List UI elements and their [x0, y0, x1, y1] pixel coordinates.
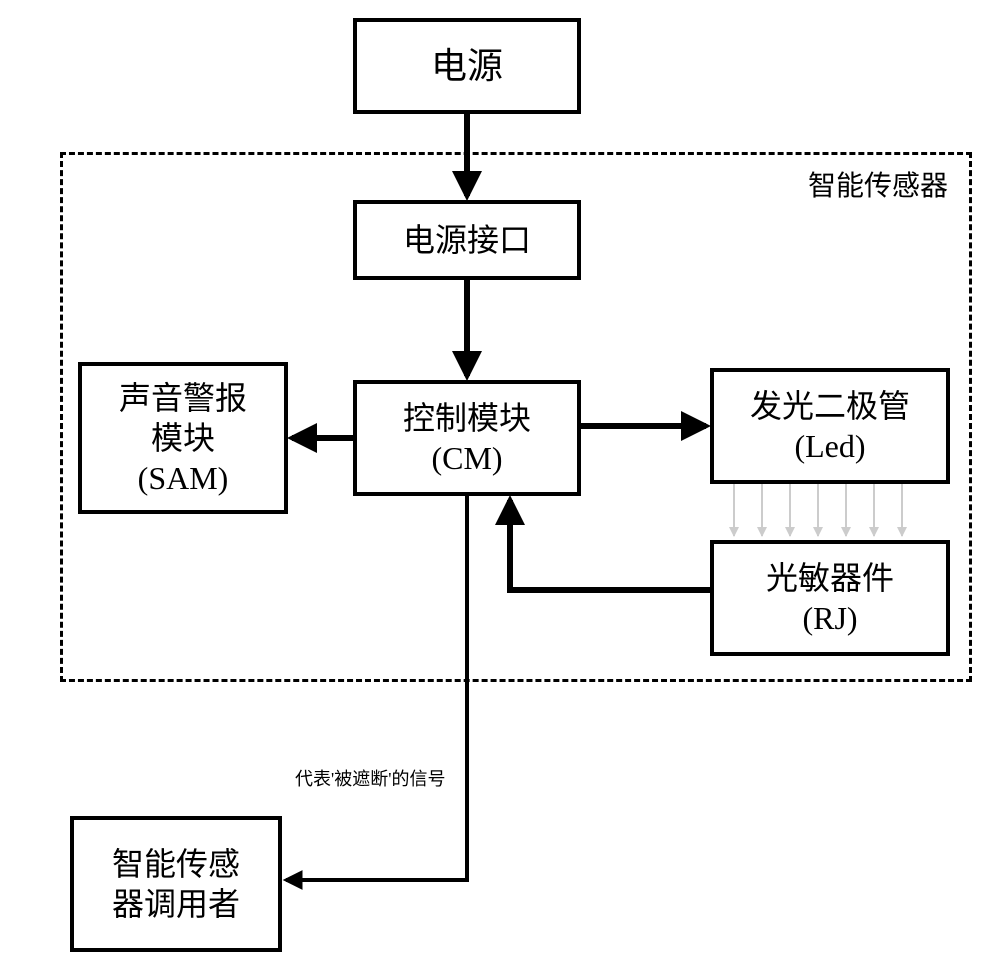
node-label: 控制模块: [403, 398, 531, 438]
node-label: 发光二极管: [750, 386, 910, 426]
node-power-interface: 电源接口: [353, 200, 581, 280]
node-label: 声音警报: [119, 378, 247, 418]
edge-annotation: 代表'被遮断'的信号: [295, 765, 446, 791]
node-label: 电源: [431, 44, 503, 89]
node-sublabel: (SAM): [138, 458, 229, 498]
node-sublabel: (CM): [431, 438, 502, 478]
node-label-2: 模块: [151, 418, 215, 458]
node-label: 电源接口: [403, 220, 531, 260]
node-label: 智能传感: [112, 844, 240, 884]
node-sound-alarm: 声音警报 模块 (SAM): [78, 362, 288, 514]
node-led: 发光二极管 (Led): [710, 368, 950, 484]
node-photosensor: 光敏器件 (RJ): [710, 540, 950, 656]
node-sublabel: (RJ): [802, 598, 857, 638]
node-label-2: 器调用者: [112, 884, 240, 924]
node-sublabel: (Led): [794, 426, 865, 466]
container-label: 智能传感器: [808, 164, 948, 204]
node-power: 电源: [353, 18, 581, 114]
node-label: 光敏器件: [766, 558, 894, 598]
node-caller: 智能传感 器调用者: [70, 816, 282, 952]
node-control-module: 控制模块 (CM): [353, 380, 581, 496]
